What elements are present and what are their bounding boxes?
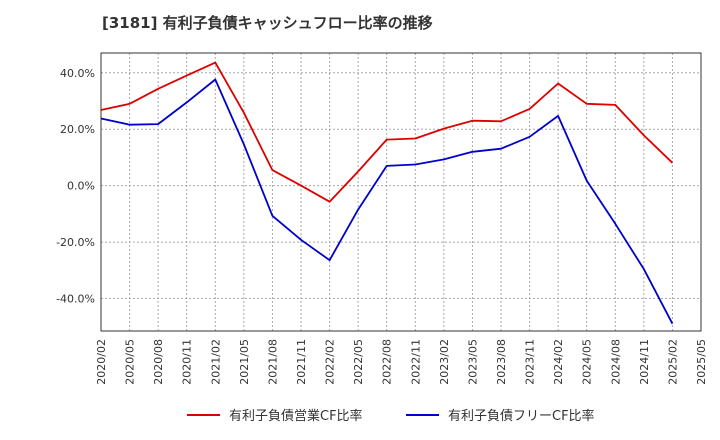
x-tick-label: 2020/02 [95, 339, 108, 385]
series-line-1 [100, 61, 674, 203]
x-tick-label: 2020/11 [181, 339, 194, 385]
x-tick-label: 2020/08 [152, 339, 165, 385]
x-tick-label: 2023/05 [466, 339, 479, 385]
x-tick-label: 2022/11 [409, 339, 422, 385]
series-lines [100, 61, 674, 325]
y-tick-label: 40.0% [60, 67, 95, 80]
x-tick-label: 2024/02 [552, 339, 565, 385]
y-axis-ticks: 40.0% 20.0% 0.0% -20.0% -40.0% [56, 67, 95, 306]
x-tick-label: 2021/02 [209, 339, 222, 385]
x-tick-label: 2022/05 [352, 339, 365, 385]
x-tick-label: 2021/11 [295, 339, 308, 385]
legend-label-1: 有利子負債営業CF比率 [229, 408, 363, 424]
grid [100, 53, 702, 331]
legend: 有利子負債営業CF比率 有利子負債フリーCF比率 [187, 408, 595, 424]
plot-area-frame [100, 52, 702, 332]
chart-title: [3181] 有利子負債キャッシュフロー比率の推移 [102, 14, 433, 32]
y-tick-label: -40.0% [56, 293, 95, 306]
x-tick-label: 2023/02 [438, 339, 451, 385]
y-tick-label: 20.0% [60, 123, 95, 136]
x-tick-label: 2023/11 [524, 339, 537, 385]
x-tick-label: 2021/05 [238, 339, 251, 385]
x-tick-label: 2025/02 [666, 339, 679, 385]
x-tick-label: 2025/05 [695, 339, 708, 385]
x-tick-label: 2022/08 [381, 339, 394, 385]
x-tick-label: 2023/08 [495, 339, 508, 385]
y-tick-label: 0.0% [67, 180, 95, 193]
x-tick-label: 2022/02 [324, 339, 337, 385]
series-line-2 [100, 78, 674, 325]
x-tick-label: 2024/11 [638, 339, 651, 385]
x-tick-label: 2021/08 [266, 339, 279, 385]
x-tick-label: 2020/05 [124, 339, 137, 385]
y-tick-label: -20.0% [56, 236, 95, 249]
legend-label-2: 有利子負債フリーCF比率 [448, 408, 595, 424]
x-axis-ticks: 2020/02 2020/05 2020/08 2020/11 2021/02 2021/… [95, 339, 708, 385]
x-tick-label: 2024/08 [609, 339, 622, 385]
x-tick-label: 2024/05 [581, 339, 594, 385]
